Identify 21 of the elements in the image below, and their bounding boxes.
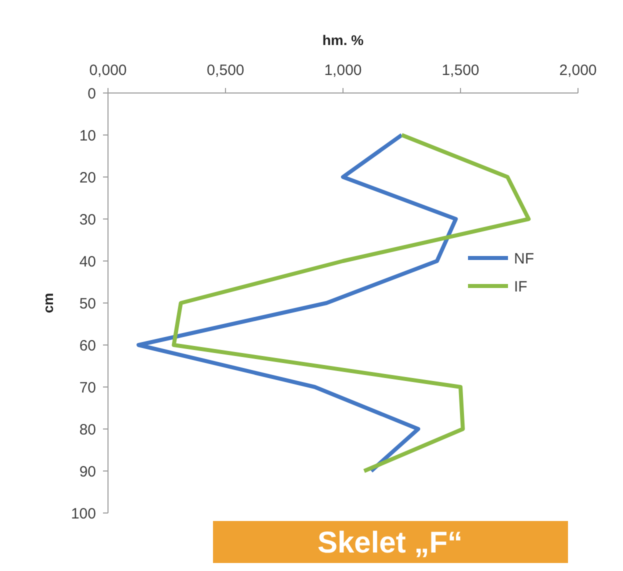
y-tick-label: 80 (79, 421, 96, 438)
y-tick-label: 40 (79, 253, 96, 270)
x-axis-title: hm. % (322, 32, 364, 48)
y-tick-label: 60 (79, 337, 96, 354)
y-tick-label: 100 (70, 505, 96, 522)
x-tick-label: 2,000 (559, 62, 597, 79)
x-tick-label: 0,000 (89, 62, 127, 79)
x-tick-label: 1,000 (324, 62, 362, 79)
legend-label: IF (514, 278, 528, 296)
y-tick-label: 50 (79, 295, 96, 312)
legend-label: NF (514, 250, 534, 268)
y-tick-label: 20 (79, 169, 96, 186)
x-tick-label: 0,500 (206, 62, 244, 79)
y-tick-label: 10 (79, 127, 96, 144)
y-tick-label: 90 (79, 463, 96, 480)
y-axis-title: cm (40, 292, 56, 314)
y-tick-label: 70 (79, 379, 96, 396)
y-tick-label: 30 (79, 211, 96, 228)
y-tick-label: 0 (88, 85, 96, 102)
x-tick-label: 1,500 (442, 62, 480, 79)
text: Skelet „F“ (317, 526, 463, 560)
